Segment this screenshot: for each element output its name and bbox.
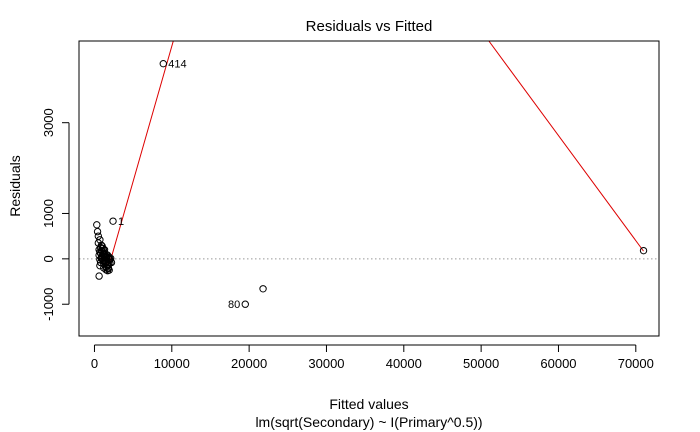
x-axis-sublabel: lm(sqrt(Secondary) ~ I(Primary^0.5)): [255, 414, 482, 430]
x-tick-label: 50000: [463, 356, 499, 371]
x-tick-label: 0: [91, 356, 98, 371]
data-point: [97, 254, 106, 263]
chart-title: Residuals vs Fitted: [306, 18, 433, 35]
point-label: 80: [228, 299, 240, 311]
data-point: [96, 256, 104, 264]
data-point: [639, 246, 648, 255]
x-tick-label: 10000: [154, 356, 190, 371]
point-label: 1: [118, 216, 124, 228]
data-point: [109, 217, 117, 225]
x-tick-label: 30000: [308, 356, 344, 371]
point-label: 414: [168, 59, 186, 71]
y-tick-label: -1000: [41, 288, 56, 321]
smoother-line-segment: [488, 41, 644, 252]
y-tick-label: 3000: [41, 108, 56, 137]
data-point: [95, 272, 103, 280]
data-point: [104, 261, 113, 269]
data-point: [100, 246, 109, 254]
smoother-line: [100, 41, 174, 267]
data-point: [241, 300, 249, 308]
data-point: [159, 59, 167, 68]
x-tick-label: 40000: [386, 356, 422, 371]
data-point: [93, 221, 101, 229]
x-tick-label: 60000: [540, 356, 576, 371]
y-tick-label: 1000: [41, 199, 56, 228]
x-axis-label: Fitted values: [329, 396, 408, 412]
plot-frame: [78, 40, 660, 337]
x-tick-label: 70000: [618, 356, 654, 371]
y-axis-label: Residuals: [7, 155, 23, 216]
x-tick-label: 20000: [231, 356, 267, 371]
y-tick-label: 0: [41, 255, 56, 262]
data-point: [94, 239, 103, 247]
data-point: [93, 227, 102, 236]
data-point: [259, 285, 267, 293]
